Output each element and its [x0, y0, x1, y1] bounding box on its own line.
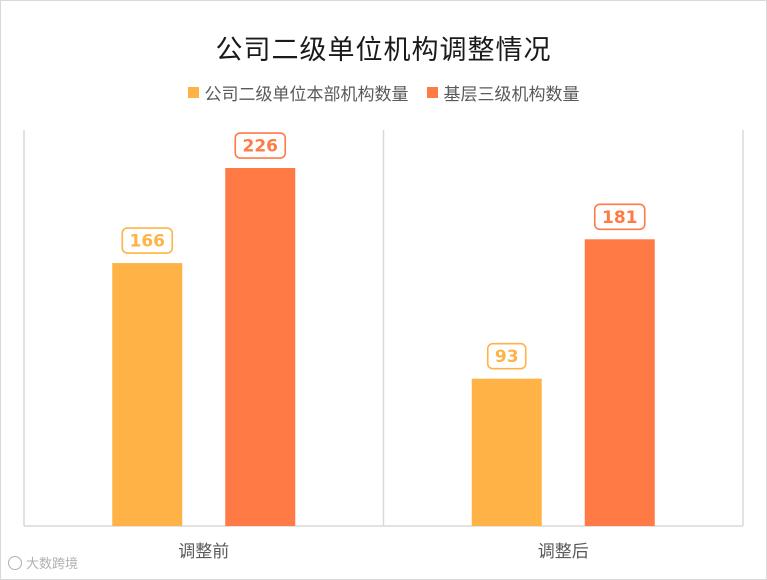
data-label-box	[234, 132, 287, 159]
watermark-text: 大数跨境	[26, 557, 79, 572]
legend-swatch-series-1	[187, 87, 199, 98]
legend-label-series-1: 公司二级单位本部机构数量	[204, 85, 409, 105]
data-label: 226	[243, 137, 279, 157]
data-label-box	[486, 342, 527, 370]
bar-series-1-2	[471, 378, 542, 526]
watermark: 大数跨境	[8, 553, 78, 572]
chart-legend: 公司二级单位本部机构数量 基层三级机构数量	[0, 80, 767, 105]
data-label-box	[593, 203, 646, 231]
x-tick-label: 调整前	[178, 542, 229, 562]
bar-series-2-2	[584, 239, 655, 526]
data-label: 166	[130, 232, 166, 252]
legend-item-series-1: 公司二级单位本部机构数量	[187, 80, 409, 105]
bar-series-1-1	[112, 263, 183, 526]
legend-item-series-2: 基层三级机构数量	[426, 80, 580, 105]
chart-title: 公司二级单位机构调整情况	[215, 35, 552, 66]
data-label: 93	[495, 347, 519, 367]
legend-label-series-2: 基层三级机构数量	[443, 85, 580, 105]
data-label-box	[121, 227, 174, 254]
data-label: 181	[602, 208, 638, 228]
bar-series-2-1	[225, 168, 296, 527]
x-tick-label: 调整后	[538, 542, 589, 562]
watermark-logo-icon	[8, 555, 22, 570]
legend-swatch-series-2	[426, 87, 438, 98]
